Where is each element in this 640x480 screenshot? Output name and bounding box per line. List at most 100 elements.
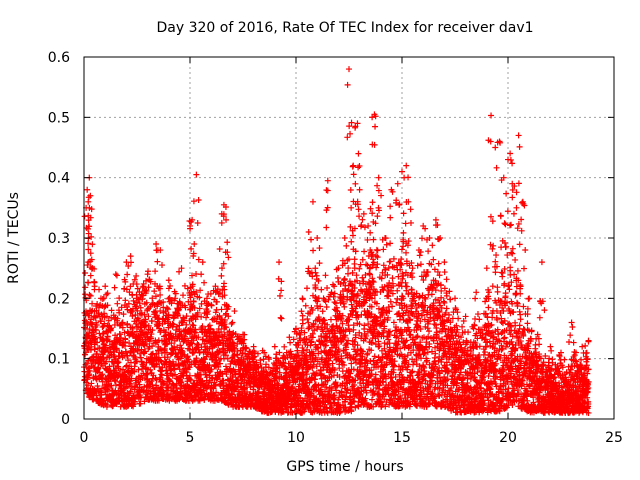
- data-point: [190, 298, 197, 305]
- data-point: [119, 366, 126, 373]
- data-point: [215, 363, 222, 370]
- data-point: [319, 308, 326, 315]
- data-point: [88, 380, 95, 387]
- data-point: [319, 382, 326, 389]
- data-point: [137, 400, 144, 407]
- data-point: [181, 365, 188, 372]
- data-point: [314, 344, 321, 351]
- data-point: [184, 353, 191, 360]
- data-point: [92, 375, 99, 382]
- data-point: [84, 376, 91, 383]
- data-point: [200, 336, 207, 343]
- data-point: [373, 252, 380, 259]
- data-point: [194, 370, 201, 377]
- data-point: [132, 312, 139, 319]
- data-point: [294, 370, 301, 377]
- data-point: [127, 388, 134, 395]
- data-point: [367, 229, 374, 236]
- data-point: [217, 290, 224, 297]
- data-point: [231, 308, 238, 315]
- data-point: [127, 380, 134, 387]
- data-point: [186, 376, 193, 383]
- data-point: [312, 354, 319, 361]
- data-point: [98, 318, 105, 325]
- data-point: [389, 275, 396, 282]
- data-point: [241, 336, 248, 343]
- data-point: [131, 276, 138, 283]
- data-point: [338, 339, 344, 346]
- data-point: [155, 354, 162, 361]
- data-point: [118, 304, 125, 311]
- data-point: [156, 363, 163, 370]
- data-point: [374, 247, 381, 254]
- data-point: [308, 375, 315, 382]
- data-point: [306, 324, 313, 331]
- data-point: [173, 380, 180, 387]
- data-point: [87, 292, 94, 299]
- data-point: [170, 366, 177, 373]
- data-point: [389, 303, 396, 310]
- data-point: [83, 360, 90, 367]
- data-point: [331, 299, 338, 306]
- data-point: [203, 314, 210, 321]
- data-point: [145, 313, 152, 320]
- data-point: [118, 320, 125, 327]
- data-point: [173, 327, 180, 334]
- data-point: [225, 313, 232, 320]
- data-point: [119, 324, 126, 331]
- data-point: [443, 276, 450, 283]
- data-point: [435, 260, 442, 267]
- data-point: [164, 354, 171, 361]
- data-point: [132, 354, 139, 361]
- data-point: [227, 360, 234, 367]
- data-point: [492, 269, 499, 276]
- data-point: [185, 356, 192, 363]
- data-point: [341, 303, 348, 310]
- data-point: [229, 334, 236, 341]
- data-point: [465, 329, 472, 336]
- data-point: [218, 306, 225, 313]
- data-point: [223, 324, 230, 331]
- data-point: [476, 343, 483, 350]
- data-point: [115, 359, 122, 366]
- data-point: [387, 298, 394, 305]
- data-point: [151, 288, 158, 295]
- data-point: [130, 297, 137, 304]
- data-point: [314, 298, 321, 305]
- data-point: [158, 368, 165, 375]
- data-point: [276, 349, 283, 356]
- data-point: [229, 339, 236, 346]
- data-point: [243, 344, 250, 351]
- data-point: [190, 322, 197, 329]
- data-point: [414, 333, 421, 340]
- data-point: [308, 338, 315, 345]
- data-point: [133, 272, 140, 279]
- data-point: [142, 287, 149, 294]
- data-point: [134, 285, 141, 292]
- data-point: [320, 392, 327, 399]
- data-point: [187, 377, 194, 384]
- data-point: [188, 327, 195, 334]
- data-point: [251, 349, 258, 356]
- data-point: [345, 265, 352, 272]
- data-point: [102, 342, 109, 349]
- data-marks: [81, 66, 592, 416]
- data-point: [122, 336, 129, 343]
- data-point: [136, 300, 143, 307]
- data-point: [290, 336, 297, 343]
- data-point: [194, 309, 201, 316]
- data-point: [208, 366, 215, 373]
- data-point: [113, 345, 120, 352]
- data-point: [302, 302, 309, 309]
- data-point: [177, 342, 184, 349]
- data-point: [447, 296, 454, 303]
- data-point: [312, 372, 319, 379]
- data-point: [265, 364, 272, 371]
- data-point: [429, 242, 436, 249]
- data-point: [489, 283, 496, 290]
- data-point: [502, 290, 509, 297]
- data-point: [241, 385, 248, 392]
- data-point: [143, 340, 150, 347]
- data-point: [299, 365, 306, 372]
- data-point: [145, 322, 152, 329]
